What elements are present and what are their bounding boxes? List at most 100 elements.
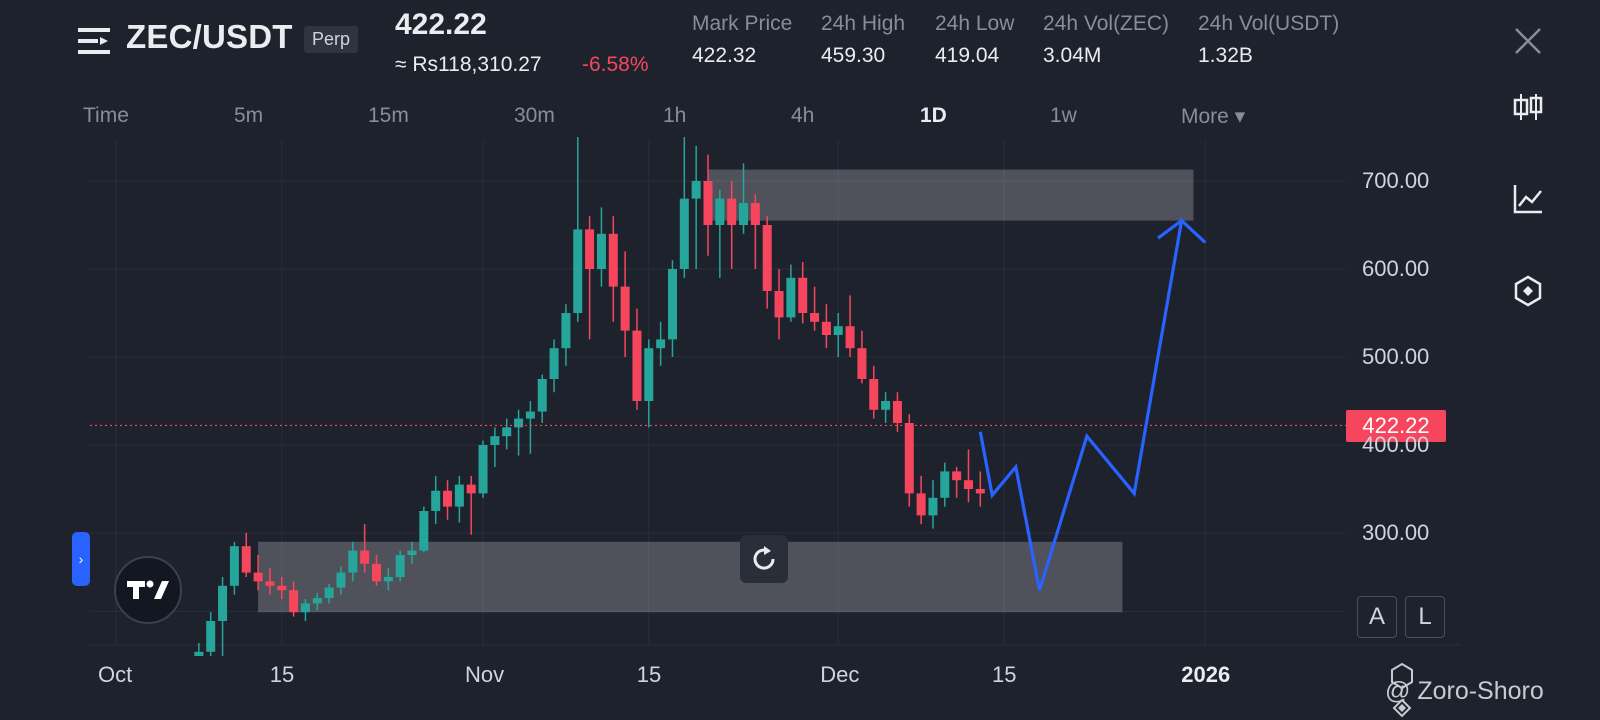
- candle: [620, 251, 630, 357]
- price-change-percent: -6.58%: [582, 53, 649, 76]
- timeframe-30m[interactable]: 30m: [514, 104, 555, 127]
- candle: [573, 137, 583, 322]
- price-chart[interactable]: [0, 136, 1460, 656]
- candle: [644, 339, 654, 428]
- candle: [750, 194, 760, 269]
- candle-body: [975, 489, 985, 494]
- candle-body: [904, 423, 914, 494]
- candle: [348, 541, 358, 582]
- candle: [265, 568, 275, 595]
- candle: [904, 414, 914, 507]
- candle-body: [360, 550, 370, 564]
- candle-body: [549, 348, 559, 379]
- last-price: 422.22: [395, 8, 487, 41]
- candle: [679, 137, 689, 278]
- candle-body: [336, 572, 346, 588]
- candle-body: [798, 277, 808, 313]
- tradingview-logo: [114, 556, 182, 624]
- reset-chart-button[interactable]: [740, 535, 788, 583]
- stat-label: 24h Low: [935, 12, 1015, 35]
- candle-body: [371, 563, 381, 582]
- timeframe-1h[interactable]: 1h: [663, 104, 687, 127]
- stat-24h-vol-quote: 24h Vol(USDT) 1.32B: [1198, 12, 1339, 68]
- expand-panel-handle[interactable]: ›: [72, 532, 90, 586]
- indicator-hexagon-icon[interactable]: [1511, 274, 1545, 308]
- log-scale-button[interactable]: L: [1405, 596, 1445, 638]
- candle-body: [514, 418, 524, 428]
- candle: [395, 550, 405, 582]
- candle-body: [289, 590, 299, 613]
- candle: [241, 533, 251, 577]
- candle-body: [940, 471, 950, 498]
- candle: [715, 189, 725, 278]
- candle: [206, 612, 216, 656]
- y-tick-label: 700.00: [1362, 168, 1430, 193]
- candle: [762, 216, 772, 309]
- stat-value: 459.30: [821, 44, 886, 67]
- stat-24h-vol-base: 24h Vol(ZEC) 3.04M: [1043, 12, 1169, 68]
- candle: [656, 321, 666, 366]
- candle-body: [241, 546, 251, 573]
- pair-symbol[interactable]: ZEC/USDT: [126, 18, 293, 55]
- candle: [786, 264, 796, 322]
- candle-body: [892, 401, 902, 423]
- candle-body: [845, 326, 855, 349]
- timeframe-4h[interactable]: 4h: [791, 104, 815, 127]
- candle-body: [561, 313, 571, 349]
- candle-body: [750, 203, 760, 225]
- candle: [312, 592, 322, 611]
- line-chart-icon[interactable]: [1511, 182, 1545, 216]
- timeframe-time[interactable]: Time: [83, 104, 129, 127]
- candle-body: [620, 286, 630, 331]
- close-icon[interactable]: [1513, 26, 1543, 56]
- x-tick-label: 15: [269, 662, 295, 687]
- candle: [963, 449, 973, 503]
- menu-icon[interactable]: [78, 26, 112, 56]
- timeframe-15m[interactable]: 15m: [368, 104, 409, 127]
- candle: [892, 392, 902, 432]
- contract-type-badge: Perp: [304, 26, 359, 53]
- candle: [218, 577, 228, 656]
- candle-body: [667, 269, 677, 340]
- candle: [253, 555, 263, 591]
- candle-body: [679, 198, 689, 269]
- candle: [194, 643, 204, 656]
- candle: [549, 339, 559, 393]
- candle: [798, 261, 808, 324]
- candle-body: [300, 603, 310, 613]
- candle: [229, 541, 239, 595]
- candle: [454, 475, 464, 523]
- candle: [502, 418, 512, 450]
- candle-body: [810, 313, 820, 322]
- candle-body: [525, 411, 535, 419]
- x-tick-label: 15: [992, 662, 1017, 687]
- exchange-logo-icon: [1391, 662, 1413, 718]
- y-tick-label: 300.00: [1362, 520, 1430, 545]
- candle-body: [537, 379, 547, 412]
- candle-body: [348, 550, 358, 573]
- current-price-badge: 422.22: [1346, 410, 1446, 442]
- timeframe-5m[interactable]: 5m: [234, 104, 264, 127]
- candle-body: [774, 291, 784, 318]
- candle-body: [881, 401, 891, 410]
- candle-body: [833, 326, 843, 335]
- author-watermark: @ Zoro-Shoro: [1385, 677, 1544, 705]
- candle: [845, 295, 855, 357]
- market-header: ZEC/USDT Perp 422.22 ≈ Rs118,310.27 -6.5…: [0, 0, 1600, 95]
- candle-body: [762, 225, 772, 291]
- timeframe-1w[interactable]: 1w: [1050, 104, 1077, 127]
- auto-scale-button[interactable]: A: [1357, 596, 1397, 638]
- timeframe-more[interactable]: More ▾: [1181, 105, 1246, 128]
- y-tick-label: 600.00: [1362, 256, 1430, 281]
- candle: [833, 313, 843, 357]
- candle-body: [596, 233, 606, 269]
- candle-body: [478, 445, 488, 494]
- candle: [975, 471, 985, 507]
- candlestick-icon[interactable]: [1511, 90, 1545, 124]
- candle-body: [443, 490, 453, 507]
- stat-label: 24h Vol(ZEC): [1043, 12, 1170, 35]
- candle: [514, 409, 524, 456]
- timeframe-1d[interactable]: 1D: [920, 104, 947, 127]
- x-tick-label: 15: [636, 662, 662, 687]
- projection-path: [978, 217, 1207, 591]
